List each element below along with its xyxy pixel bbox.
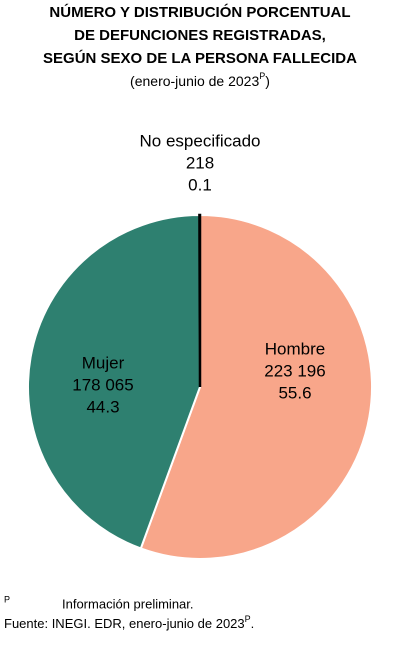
chart-subtitle: (enero-junio de 2023P) bbox=[130, 71, 270, 88]
pie-slice bbox=[27, 213, 202, 550]
source: Fuente: INEGI. EDR, enero-junio de 2023P… bbox=[4, 614, 254, 631]
source-end: . bbox=[251, 616, 255, 631]
slice-percent: 44.3 bbox=[86, 397, 119, 416]
subtitle-end: ) bbox=[265, 73, 270, 89]
footnote-text: Información preliminar. bbox=[62, 596, 194, 611]
subtitle-sup: P bbox=[259, 71, 265, 81]
chart-title: SEGÚN SEXO DE LA PERSONA FALLECIDA bbox=[43, 49, 357, 67]
slice-percent: 0.1 bbox=[188, 175, 212, 194]
slice-label: Mujer bbox=[82, 353, 125, 372]
slice-count: 178 065 bbox=[72, 375, 133, 394]
subtitle-text: (enero-junio de 2023 bbox=[130, 73, 259, 89]
slice-percent: 55.6 bbox=[278, 383, 311, 402]
chart-title: NÚMERO Y DISTRIBUCIÓN PORCENTUAL bbox=[49, 3, 350, 21]
source-text: Fuente: INEGI. EDR, enero-junio de 2023 bbox=[4, 616, 245, 631]
slice-count: 223 196 bbox=[264, 361, 325, 380]
pie-slice bbox=[198, 213, 202, 388]
slice-label: Hombre bbox=[265, 339, 325, 358]
pie-slice bbox=[139, 213, 373, 560]
footnote-mark: P bbox=[4, 594, 10, 604]
source-sup: P bbox=[245, 614, 251, 624]
pie bbox=[27, 213, 373, 560]
slice-label: No especificado bbox=[140, 131, 261, 150]
chart-title: DE DEFUNCIONES REGISTRADAS, bbox=[74, 27, 326, 44]
labels: Hombre 223 196 55.6 Mujer 178 065 44.3 No espe… bbox=[72, 131, 325, 416]
slice-count: 218 bbox=[186, 153, 214, 172]
